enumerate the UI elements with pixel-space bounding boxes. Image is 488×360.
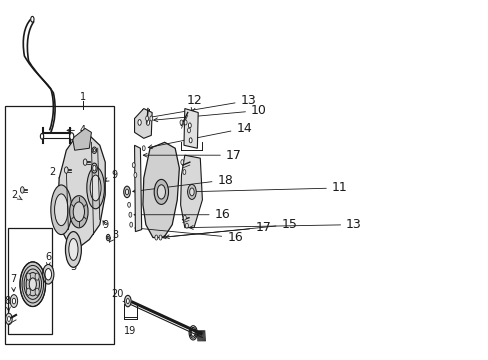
Ellipse shape [69,239,78,260]
Circle shape [149,116,152,121]
Bar [8,228,52,334]
Circle shape [20,187,24,193]
Text: 18: 18 [133,174,233,193]
Circle shape [159,235,162,240]
Ellipse shape [157,185,165,199]
Circle shape [129,212,132,217]
Ellipse shape [90,175,101,201]
Ellipse shape [42,265,54,284]
Circle shape [64,167,68,173]
Ellipse shape [91,163,97,173]
Ellipse shape [126,298,129,303]
Bar [5,105,113,344]
Circle shape [132,163,135,168]
Circle shape [6,313,12,325]
Ellipse shape [20,262,45,306]
Circle shape [138,120,141,125]
Ellipse shape [73,202,84,221]
Ellipse shape [55,194,68,226]
Ellipse shape [45,269,51,280]
Circle shape [183,215,186,220]
Ellipse shape [65,231,81,267]
Text: 14: 14 [148,122,252,149]
Ellipse shape [106,234,110,241]
Circle shape [10,294,18,307]
Circle shape [35,288,39,295]
Ellipse shape [187,184,196,199]
Ellipse shape [69,196,88,228]
Text: 16: 16 [135,226,243,244]
Circle shape [127,202,130,207]
Circle shape [180,120,183,125]
Circle shape [184,120,187,125]
Circle shape [183,170,185,175]
Circle shape [70,133,74,140]
Text: 2: 2 [49,167,63,178]
Circle shape [35,273,39,280]
Circle shape [188,123,191,128]
Text: 2: 2 [11,190,22,200]
Circle shape [134,172,137,177]
Ellipse shape [87,167,104,209]
Polygon shape [183,109,198,148]
Circle shape [142,146,145,151]
Polygon shape [134,145,142,231]
Text: 13: 13 [189,218,361,231]
Ellipse shape [125,189,128,195]
Ellipse shape [93,165,96,171]
Text: 15: 15 [165,218,297,239]
Text: 10: 10 [153,104,266,122]
Ellipse shape [189,188,194,196]
Text: 16: 16 [134,208,230,221]
Circle shape [145,116,148,121]
Circle shape [26,273,30,280]
Ellipse shape [124,295,131,307]
Text: 20: 20 [111,289,127,302]
Text: 11: 11 [187,181,347,194]
Ellipse shape [93,149,95,152]
Circle shape [189,138,192,143]
Circle shape [12,298,16,304]
Text: 3: 3 [109,230,118,242]
Ellipse shape [107,236,109,239]
Text: 7: 7 [10,274,16,291]
Circle shape [7,316,10,321]
Ellipse shape [123,186,130,198]
Circle shape [185,223,188,228]
Text: 12: 12 [186,94,203,112]
Text: 17: 17 [162,221,270,239]
Text: 19: 19 [123,326,136,336]
Circle shape [187,128,190,133]
Polygon shape [134,109,152,138]
Polygon shape [142,142,179,238]
Text: 17: 17 [143,149,241,162]
Ellipse shape [29,278,36,291]
Text: 13: 13 [146,94,256,119]
Circle shape [181,159,183,165]
Text: 5: 5 [70,258,77,272]
Text: 6: 6 [45,252,51,266]
Text: 9: 9 [104,170,117,181]
Circle shape [155,235,158,240]
Circle shape [26,288,30,295]
Circle shape [41,134,43,139]
Polygon shape [72,129,91,150]
Ellipse shape [51,185,72,235]
Polygon shape [58,135,105,247]
Text: 8: 8 [4,296,11,312]
Ellipse shape [92,147,97,153]
Circle shape [129,222,132,227]
Circle shape [146,120,149,125]
Polygon shape [180,155,202,228]
Text: 1: 1 [80,92,86,102]
Text: 4: 4 [67,125,86,135]
Text: 9: 9 [102,220,108,230]
Circle shape [83,159,87,165]
Text: 2: 2 [66,158,81,168]
Circle shape [31,17,34,22]
Ellipse shape [154,179,168,204]
Text: 3: 3 [84,143,94,154]
